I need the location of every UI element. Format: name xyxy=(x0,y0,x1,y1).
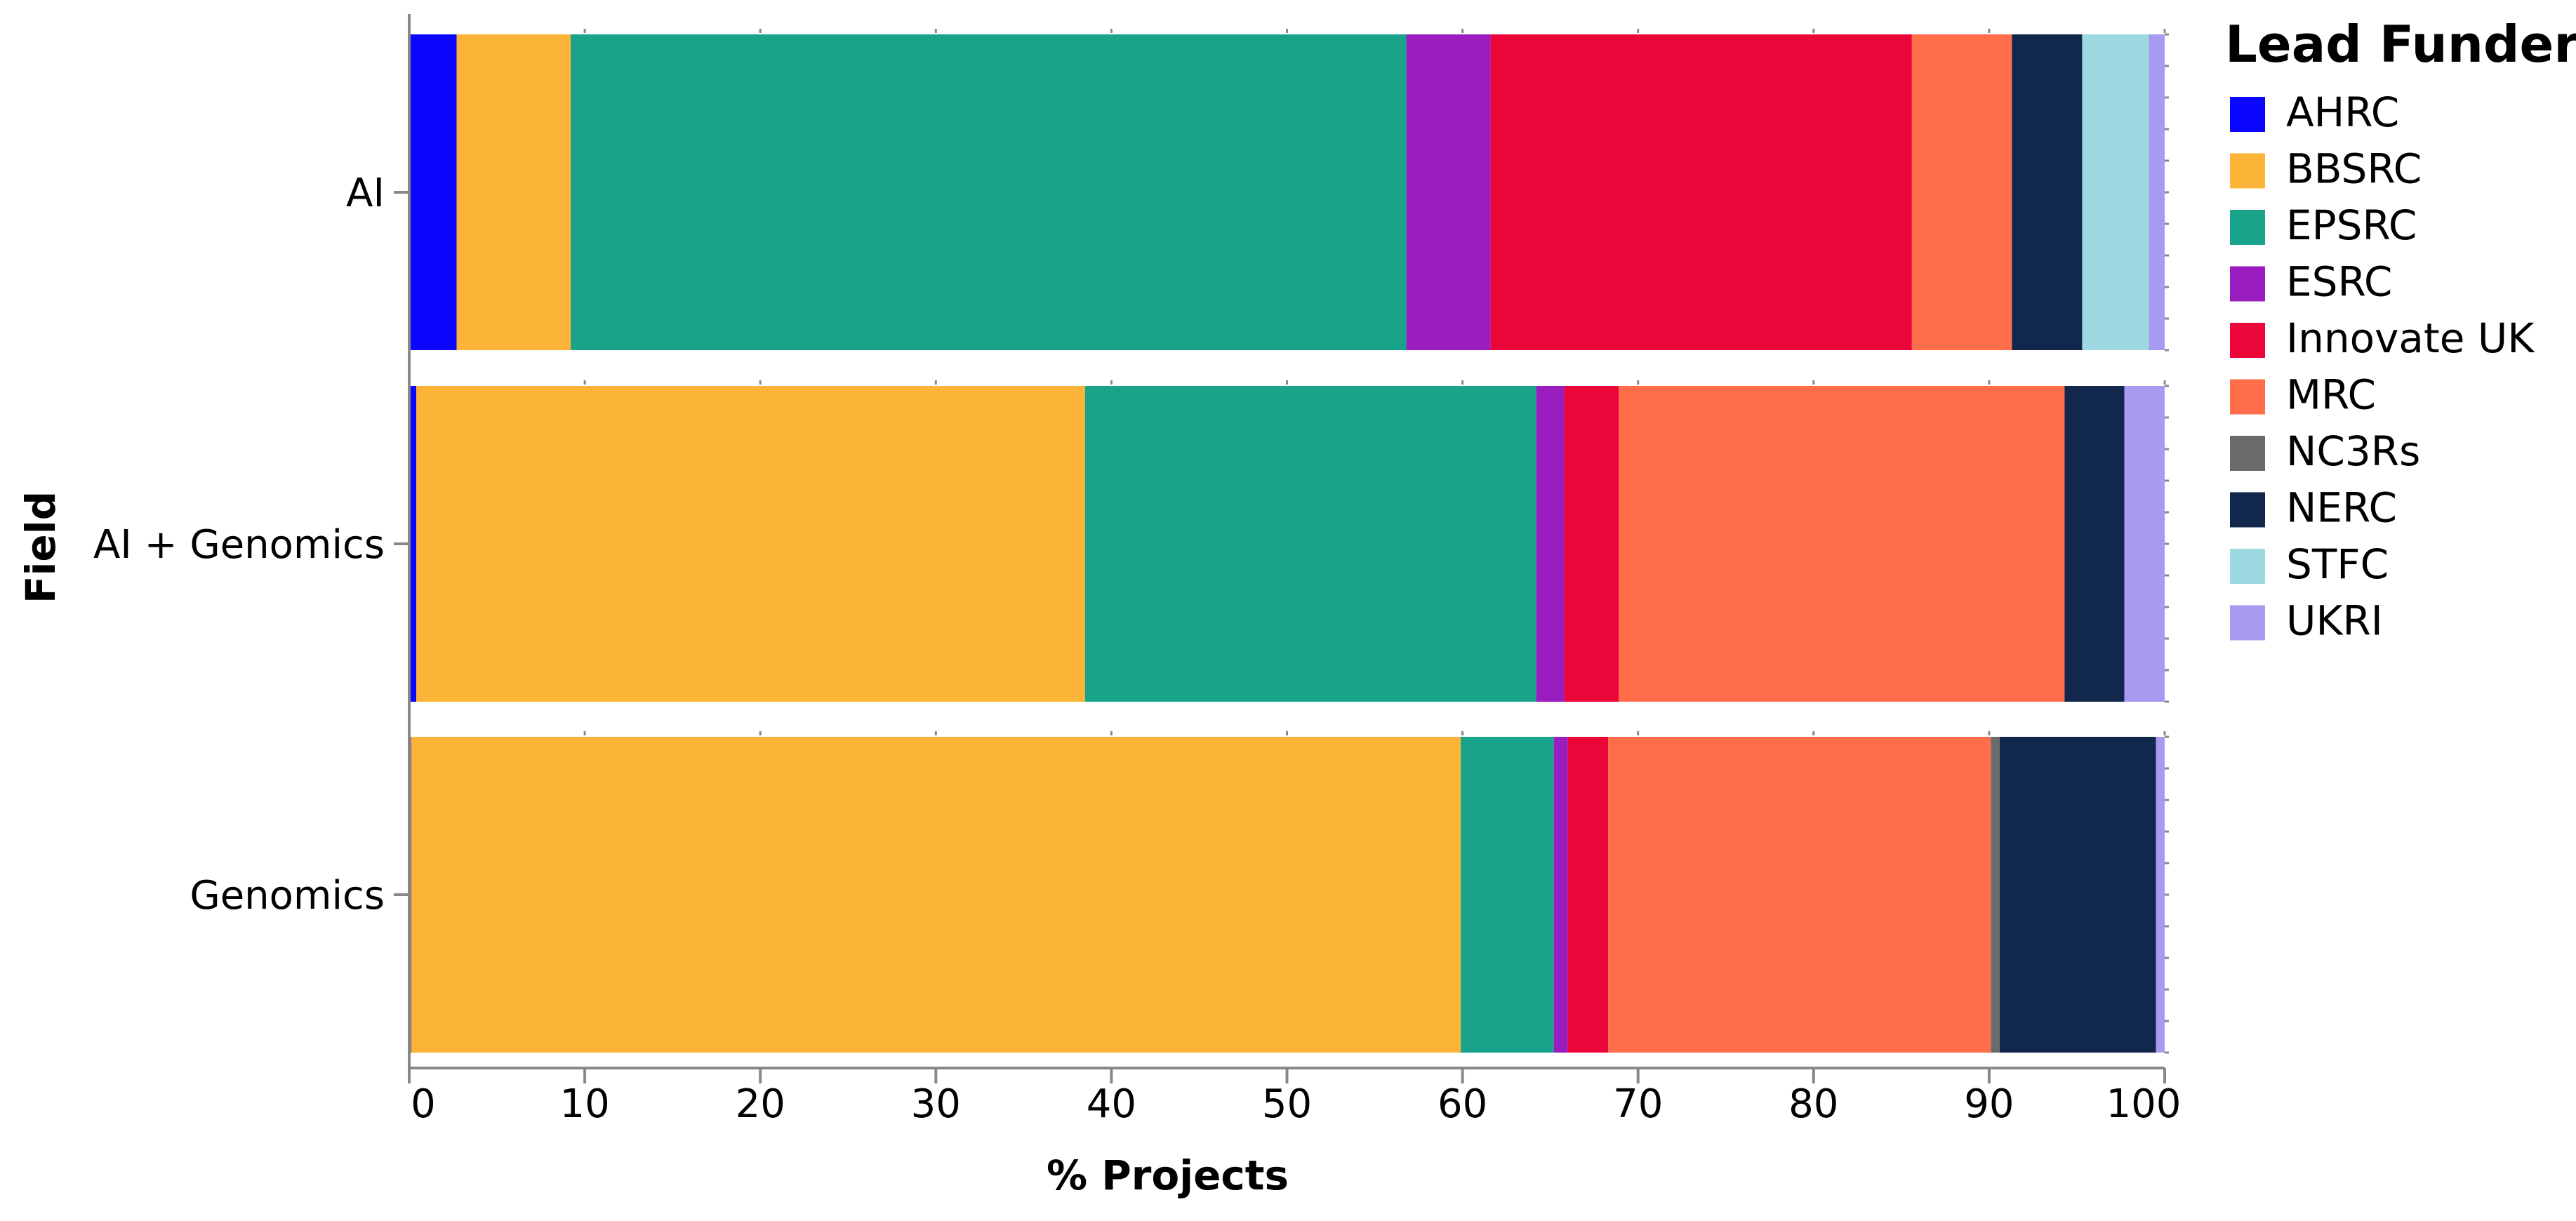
x-tick-label: 90 xyxy=(1964,1081,2014,1127)
legend-swatch-nc3rs xyxy=(2230,436,2265,471)
x-tick-label: 10 xyxy=(559,1081,609,1127)
y-category-label: AI + Genomics xyxy=(93,522,385,568)
legend-swatch-mrc xyxy=(2230,379,2265,415)
bar-ai-genomics-epsrc xyxy=(1084,386,1536,702)
y-category-label: AI xyxy=(346,171,385,216)
bar-genomics-mrc xyxy=(1608,737,1991,1053)
legend-swatch-epsrc xyxy=(2230,210,2265,245)
bar-genomics-innovate-uk xyxy=(1567,737,1609,1053)
bar-ai-innovate-uk xyxy=(1490,34,1912,350)
x-tick-label: 0 xyxy=(411,1081,436,1127)
bar-ai-genomics-mrc xyxy=(1619,386,2065,702)
bar-ai-ahrc xyxy=(409,34,457,350)
x-tick-label: 70 xyxy=(1613,1081,1663,1127)
legend-swatch-ukri xyxy=(2230,605,2265,641)
legend: Lead Funder AHRC BBSRC EPSRC ESRC Innovate UK… xyxy=(2225,15,2576,645)
bar-ai-bbsrc xyxy=(456,34,571,350)
legend-swatch-stfc xyxy=(2230,549,2265,584)
bar-genomics-nerc xyxy=(1999,737,2156,1053)
bar-genomics-esrc xyxy=(1553,737,1568,1053)
legend-label-nerc: NERC xyxy=(2286,484,2397,532)
legend-swatch-ahrc xyxy=(2230,97,2265,132)
legend-label-nc3rs: NC3Rs xyxy=(2286,427,2420,475)
x-axis-title: % Projects xyxy=(1047,1152,1289,1199)
y-axis-title: Field xyxy=(17,491,65,603)
bar-ai-genomics-esrc xyxy=(1536,386,1565,702)
bar-ai-stfc xyxy=(2082,34,2149,350)
legend-title: Lead Funder xyxy=(2225,15,2576,74)
bar-genomics-epsrc xyxy=(1461,737,1554,1053)
legend-label-mrc: MRC xyxy=(2286,371,2376,419)
x-tick-label: 30 xyxy=(911,1081,961,1127)
bar-genomics-ukri xyxy=(2156,737,2165,1053)
x-tick-label: 60 xyxy=(1438,1081,1487,1127)
legend-swatch-nerc xyxy=(2230,492,2265,528)
x-tick-label: 50 xyxy=(1262,1081,1312,1127)
bars-group xyxy=(409,34,2165,1053)
bar-ai-genomics-bbsrc xyxy=(416,386,1085,702)
x-tick-label: 100 xyxy=(2106,1081,2182,1127)
y-axis: AI AI + Genomics Genomics xyxy=(93,171,409,919)
bar-ai-genomics-ahrc xyxy=(409,386,416,702)
legend-swatch-innovate-uk xyxy=(2230,323,2265,358)
y-category-label: Genomics xyxy=(190,873,385,919)
bar-ai-genomics-nerc xyxy=(2064,386,2125,702)
bar-genomics-bbsrc xyxy=(411,737,1461,1053)
x-axis: 0 10 20 30 40 50 60 70 80 90 100 xyxy=(408,1068,2182,1127)
legend-label-ahrc: AHRC xyxy=(2286,88,2399,136)
legend-label-ukri: UKRI xyxy=(2286,597,2383,645)
x-tick-label: 80 xyxy=(1788,1081,1838,1127)
bar-ai-mrc xyxy=(1911,34,2012,350)
bar-ai-epsrc xyxy=(571,34,1407,350)
x-tick-label: 40 xyxy=(1087,1081,1136,1127)
legend-swatch-esrc xyxy=(2230,266,2265,302)
bar-ai-genomics-ukri xyxy=(2124,386,2165,702)
legend-label-stfc: STFC xyxy=(2286,540,2389,588)
legend-label-innovate-uk: Innovate UK xyxy=(2286,314,2535,362)
legend-label-epsrc: EPSRC xyxy=(2286,201,2417,249)
legend-label-bbsrc: BBSRC xyxy=(2286,145,2422,193)
bar-ai-nerc xyxy=(2012,34,2083,350)
bar-ai-ukri xyxy=(2149,34,2165,350)
bar-ai-genomics-innovate-uk xyxy=(1564,386,1619,702)
bar-ai-esrc xyxy=(1406,34,1491,350)
band-edge-ticks xyxy=(583,29,2169,1054)
legend-swatch-bbsrc xyxy=(2230,153,2265,189)
bar-genomics-nc3rs xyxy=(1991,737,2000,1053)
legend-label-esrc: ESRC xyxy=(2286,258,2392,306)
x-tick-label: 20 xyxy=(736,1081,785,1127)
